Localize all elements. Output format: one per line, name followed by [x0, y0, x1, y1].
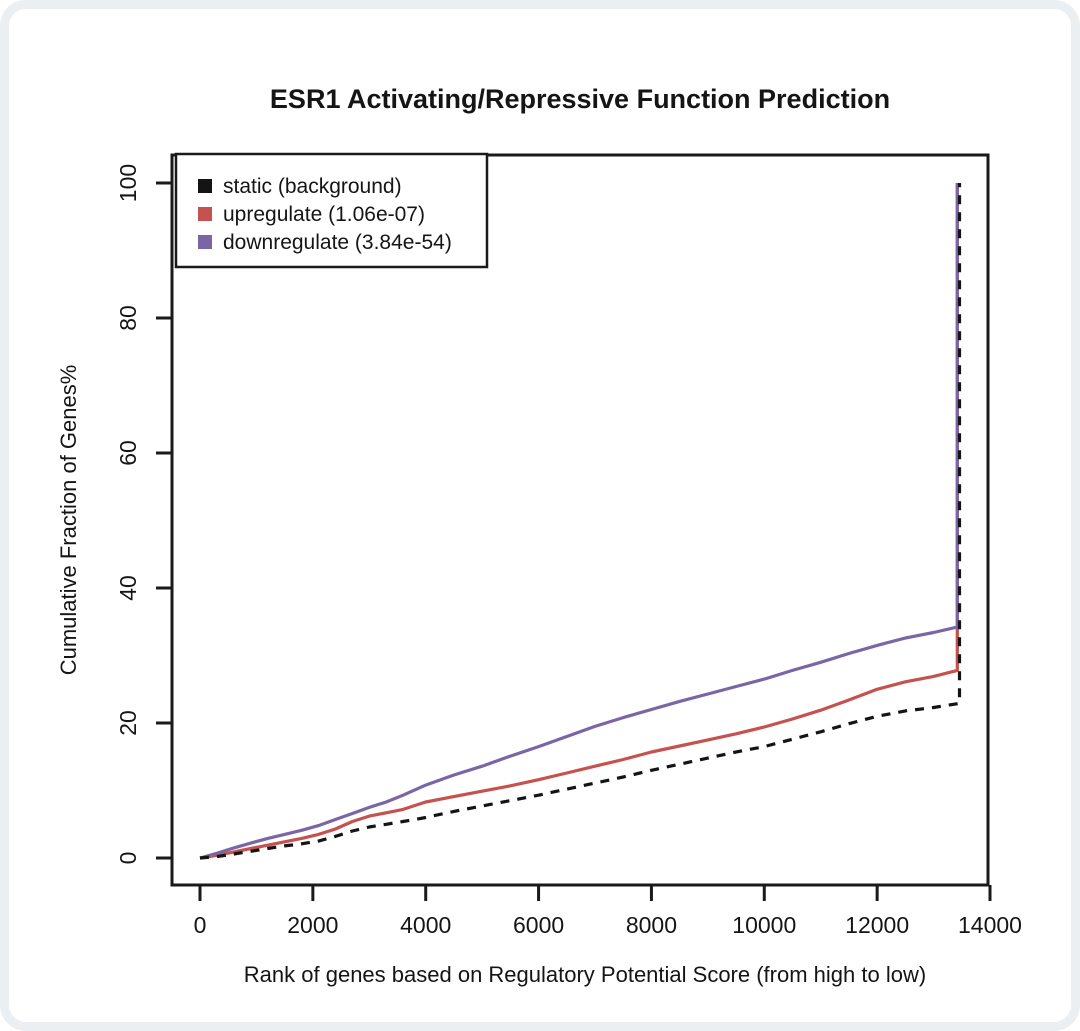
y-tick-label: 60 [115, 440, 141, 466]
plot-area: 0 2000 4000 6000 8000 10000 12000 14000 0 20 40 60 8… [115, 153, 1022, 938]
legend-box [174, 152, 489, 269]
legend-item-static: static (background) [198, 175, 402, 198]
legend-swatch-downregulate-icon [198, 235, 212, 249]
legend-item-upregulate: upregulate (1.06e-07) [198, 203, 425, 226]
series-line-upregulate [199, 183, 959, 860]
y-axis-title: Cumulative Fraction of Genes% [56, 365, 81, 676]
y-tick-label: 20 [115, 710, 141, 736]
x-tick-label: 14000 [958, 912, 1022, 938]
legend-label-downregulate: downregulate (3.84e-54) [223, 231, 452, 254]
legend-swatch-upregulate-icon [198, 207, 212, 221]
x-tick-label: 0 [194, 912, 207, 938]
y-tick-label: 40 [115, 575, 141, 601]
x-tick-label: 6000 [513, 912, 564, 938]
legend-label-upregulate: upregulate (1.06e-07) [223, 203, 425, 226]
x-tick-label: 8000 [626, 912, 677, 938]
series-line-static [199, 183, 962, 860]
legend: static (background) upregulate (1.06e-07… [174, 152, 489, 269]
legend-item-downregulate: downregulate (3.84e-54) [198, 231, 452, 254]
x-axis-title: Rank of genes based on Regulatory Potent… [244, 962, 926, 987]
x-tick-label: 10000 [732, 912, 796, 938]
y-tick-label: 0 [115, 852, 141, 865]
legend-swatch-static-icon [198, 179, 212, 193]
y-tick-label: 80 [115, 305, 141, 331]
y-tick-label: 100 [115, 164, 141, 202]
plot-box [170, 153, 990, 887]
x-tick-label: 2000 [287, 912, 338, 938]
chart-title: ESR1 Activating/Repressive Function Pred… [270, 84, 890, 114]
series-line-downregulate [199, 183, 959, 860]
legend-label-static: static (background) [223, 175, 402, 198]
x-tick-label: 12000 [845, 912, 909, 938]
x-tick-label: 4000 [400, 912, 451, 938]
